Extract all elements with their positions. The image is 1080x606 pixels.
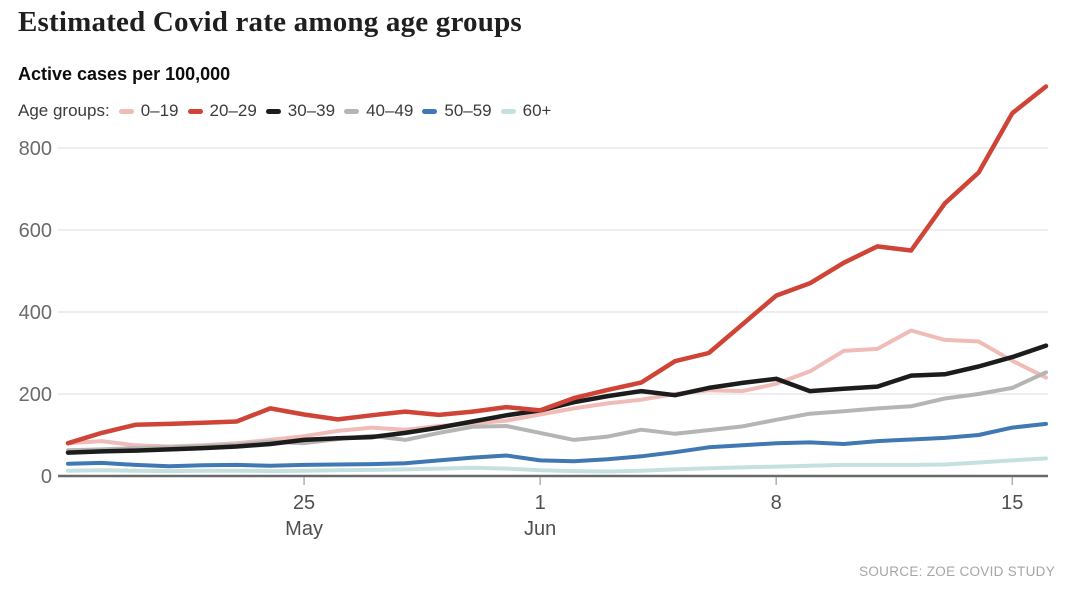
chart-legend: Age groups: 0–19 20–29 30–39 40–49 50–59… bbox=[18, 101, 551, 121]
legend-label: Age groups: bbox=[18, 101, 110, 120]
legend-swatch-20-29 bbox=[187, 108, 203, 114]
x-axis-day-label-15: 15 bbox=[1001, 492, 1023, 514]
legend-item-label: 40–49 bbox=[366, 101, 414, 120]
legend-item-0-19: 0–19 bbox=[118, 101, 179, 121]
y-axis-label-200: 200 bbox=[19, 384, 52, 406]
x-axis-day-label-25: 25 bbox=[293, 492, 315, 514]
legend-item-20-29: 20–29 bbox=[187, 101, 257, 121]
y-axis-label-600: 600 bbox=[19, 220, 52, 242]
legend-item-label: 0–19 bbox=[140, 101, 179, 120]
legend-item-label: 20–29 bbox=[209, 101, 257, 120]
x-axis-day-label-1: 1 bbox=[535, 492, 546, 514]
legend-item-40-49: 40–49 bbox=[344, 101, 413, 121]
legend-swatch-50-59 bbox=[422, 108, 438, 114]
legend-item-label: 60+ bbox=[522, 101, 552, 120]
legend-item-30-39: 30–39 bbox=[265, 101, 336, 121]
legend-swatch-30-39 bbox=[265, 108, 281, 114]
y-axis-label-0: 0 bbox=[41, 466, 52, 488]
x-axis-day-label-8: 8 bbox=[771, 492, 782, 514]
series-line-50-59 bbox=[66, 421, 1048, 469]
x-axis-month-label-Jun: Jun bbox=[524, 518, 556, 540]
x-axis-month-label-May: May bbox=[285, 518, 323, 540]
y-axis-label-800: 800 bbox=[19, 138, 52, 160]
y-axis-label-400: 400 bbox=[19, 302, 52, 324]
legend-swatch-40-49 bbox=[344, 108, 360, 114]
series-line-60+ bbox=[66, 456, 1048, 474]
chart-subtitle: Active cases per 100,000 bbox=[18, 64, 231, 84]
series-line-20-29 bbox=[65, 84, 1049, 446]
series-line-0-19 bbox=[66, 328, 1048, 449]
legend-item-label: 50–59 bbox=[444, 101, 492, 120]
chart-title: Estimated Covid rate among age groups bbox=[18, 6, 522, 38]
legend-swatch-60plus bbox=[500, 108, 516, 114]
legend-item-60plus: 60+ bbox=[500, 101, 552, 121]
legend-swatch-0-19 bbox=[118, 108, 134, 114]
source-credit: SOURCE: ZOE COVID STUDY bbox=[859, 564, 1055, 579]
legend-item-label: 30–39 bbox=[287, 101, 336, 120]
legend-item-50-59: 50–59 bbox=[422, 101, 492, 121]
